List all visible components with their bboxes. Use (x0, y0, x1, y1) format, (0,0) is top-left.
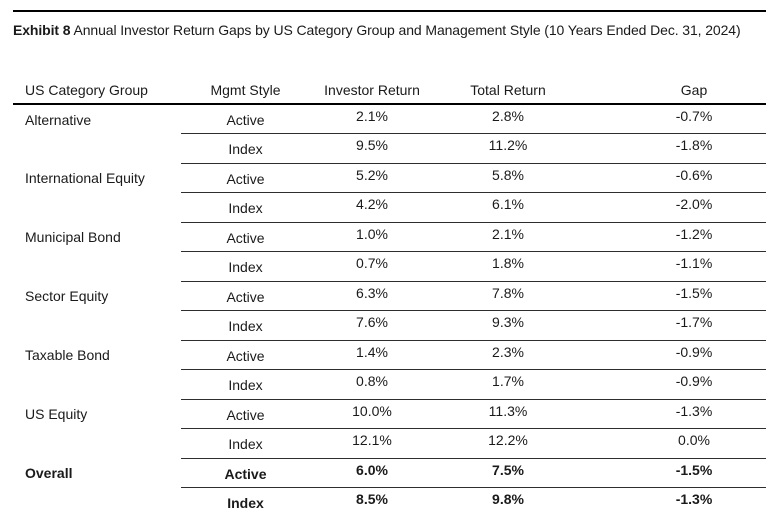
table-row: Index 0.8% 1.7% -0.9% (13, 369, 766, 400)
table-row: Index 8.5% 9.8% -1.3% (13, 488, 766, 518)
table-header: US Category Group Mgmt Style Investor Re… (13, 76, 766, 105)
total-return-cell: 7.8% (434, 281, 582, 311)
column-header-gap: Gap (582, 76, 766, 105)
investor-return-cell: 2.1% (310, 104, 434, 134)
mgmt-style-cell: Index (181, 369, 310, 400)
mgmt-style-cell: Index (181, 192, 310, 223)
category-group-cell: Overall (25, 465, 73, 481)
mgmt-style-cell: Active (181, 399, 310, 429)
table-row: Index 7.6% 9.3% -1.7% (13, 310, 766, 341)
exhibit-title-text: Annual Investor Return Gaps by US Catego… (73, 22, 741, 38)
gap-cell: -1.1% (582, 251, 766, 282)
category-group-cell (13, 429, 181, 459)
category-group-cell (13, 134, 181, 164)
mgmt-style-cell: Index (181, 133, 310, 164)
mgmt-style-cell: Index (181, 251, 310, 282)
mgmt-style-cell: Active (181, 458, 310, 488)
gap-cell: -1.2% (582, 222, 766, 252)
mgmt-style-cell: Active (181, 222, 310, 252)
gap-cell: -1.7% (582, 310, 766, 341)
total-return-cell: 9.8% (492, 491, 524, 507)
mgmt-style-cell: Index (227, 495, 264, 511)
table-row: Alternative Active 2.1% 2.8% -0.7% (13, 104, 766, 134)
investor-return-cell: 12.1% (310, 428, 434, 459)
category-group-cell: US Equity (25, 406, 88, 422)
table-row: Sector Equity Active 6.3% 7.8% -1.5% (13, 281, 766, 311)
gap-cell: -0.9% (582, 369, 766, 400)
total-return-cell: 2.8% (434, 104, 582, 134)
gap-cell: -2.0% (582, 192, 766, 223)
header-row: US Category Group Mgmt Style Investor Re… (13, 76, 766, 105)
total-return-cell: 5.8% (434, 163, 582, 193)
total-return-cell: 2.1% (434, 222, 582, 252)
gap-cell: -0.9% (582, 340, 766, 370)
investor-return-cell: 1.0% (310, 222, 434, 252)
category-group-cell: Alternative (25, 112, 92, 128)
total-return-cell: 12.2% (434, 428, 582, 459)
top-rule (13, 10, 766, 12)
total-return-cell: 2.3% (434, 340, 582, 370)
total-return-cell: 1.8% (434, 251, 582, 282)
mgmt-style-cell: Active (181, 281, 310, 311)
column-header-investor-return: Investor Return (310, 76, 434, 105)
column-header-total-return: Total Return (434, 76, 582, 105)
table-row: Municipal Bond Active 1.0% 2.1% -1.2% (13, 222, 766, 252)
investor-return-cell: 5.2% (310, 163, 434, 193)
category-group-cell (13, 311, 181, 341)
table-row: Index 9.5% 11.2% -1.8% (13, 133, 766, 164)
gap-cell: -0.6% (582, 163, 766, 193)
investor-return-cell: 6.3% (310, 281, 434, 311)
mgmt-style-cell: Active (181, 340, 310, 370)
gap-cell: -1.5% (582, 281, 766, 311)
total-return-cell: 11.3% (434, 399, 582, 429)
total-return-cell: 1.7% (434, 369, 582, 400)
gap-cell: -1.3% (582, 399, 766, 429)
investor-return-cell: 8.5% (356, 491, 388, 507)
gap-cell: 0.0% (582, 428, 766, 459)
investor-return-cell: 0.8% (310, 369, 434, 400)
investor-return-cell: 0.7% (310, 251, 434, 282)
table-row: International Equity Active 5.2% 5.8% -0… (13, 163, 766, 193)
category-group-cell (13, 370, 181, 400)
table-row: Index 4.2% 6.1% -2.0% (13, 192, 766, 223)
category-group-cell (13, 193, 181, 223)
category-group-cell: International Equity (25, 170, 145, 186)
category-group-cell (13, 252, 181, 282)
column-header-mgmt-style: Mgmt Style (181, 76, 310, 105)
mgmt-style-cell: Index (181, 310, 310, 341)
investor-return-cell: 4.2% (310, 192, 434, 223)
investor-return-cell: 7.6% (310, 310, 434, 341)
gap-cell: -1.5% (582, 458, 766, 488)
investor-return-cell: 1.4% (310, 340, 434, 370)
exhibit-number-label: Exhibit 8 (13, 22, 71, 38)
table-row: Index 12.1% 12.2% 0.0% (13, 428, 766, 459)
exhibit-title: Exhibit 8 Annual Investor Return Gaps by… (13, 22, 741, 39)
table-row: Index 0.7% 1.8% -1.1% (13, 251, 766, 282)
total-return-cell: 6.1% (434, 192, 582, 223)
table-row: Taxable Bond Active 1.4% 2.3% -0.9% (13, 340, 766, 370)
mgmt-style-cell: Active (181, 104, 310, 134)
category-group-cell: Sector Equity (25, 288, 109, 304)
category-group-cell: Municipal Bond (25, 229, 121, 245)
gap-cell: -1.8% (582, 133, 766, 164)
table-row: Overall Active 6.0% 7.5% -1.5% (13, 458, 766, 488)
investor-return-cell: 9.5% (310, 133, 434, 164)
investor-return-cell: 10.0% (310, 399, 434, 429)
total-return-cell: 11.2% (434, 133, 582, 164)
total-return-cell: 7.5% (434, 458, 582, 488)
table-body: Alternative Active 2.1% 2.8% -0.7% Index… (13, 104, 766, 517)
total-return-cell: 9.3% (434, 310, 582, 341)
gap-cell: -0.7% (582, 104, 766, 134)
category-group-cell: Taxable Bond (25, 347, 110, 363)
return-gaps-table: US Category Group Mgmt Style Investor Re… (13, 76, 766, 517)
column-header-us-category-group: US Category Group (13, 76, 181, 105)
mgmt-style-cell: Index (181, 428, 310, 459)
mgmt-style-cell: Active (181, 163, 310, 193)
category-group-cell (13, 488, 181, 518)
gap-cell: -1.3% (675, 491, 713, 507)
investor-return-cell: 6.0% (310, 458, 434, 488)
table-row: US Equity Active 10.0% 11.3% -1.3% (13, 399, 766, 429)
